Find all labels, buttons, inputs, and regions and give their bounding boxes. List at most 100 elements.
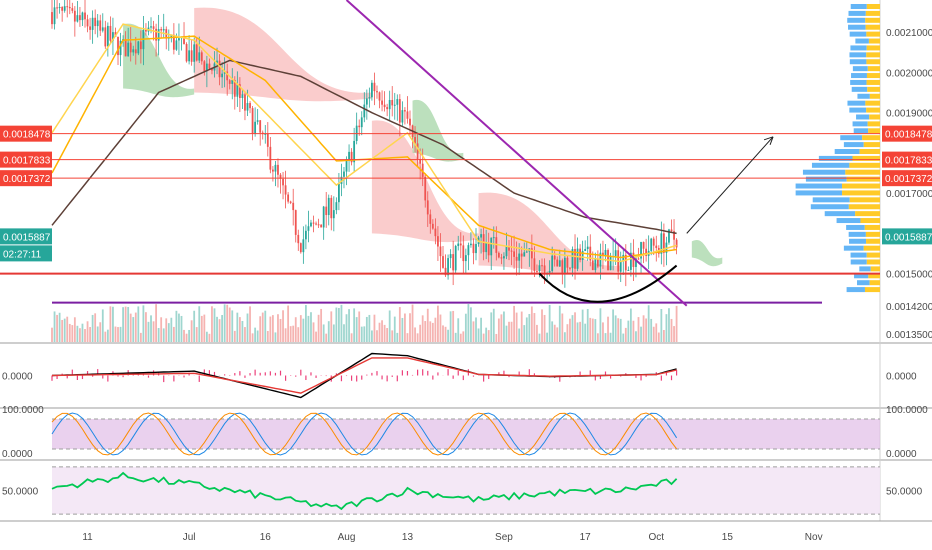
- volume-bar-180: [508, 321, 510, 342]
- volume-bar-36: [142, 305, 145, 342]
- volume-profile-buy-14: [847, 100, 866, 106]
- volume-bar-214: [594, 319, 597, 342]
- candle-body: [584, 249, 587, 252]
- macd-tick-0: 0.0000: [886, 372, 917, 383]
- candle-body: [343, 171, 345, 177]
- candle-87: [271, 166, 274, 182]
- volume-bar-232: [640, 326, 642, 342]
- candle-118: [350, 148, 353, 166]
- volume-bar-33: [134, 312, 137, 342]
- candle-body: [274, 164, 277, 172]
- volume-bar-92: [284, 328, 287, 342]
- candle-body: [139, 41, 142, 50]
- candle-body: [645, 248, 648, 256]
- candle-body: [515, 256, 518, 261]
- candle-body: [503, 256, 505, 259]
- candle-body: [282, 178, 284, 186]
- candle-244: [670, 219, 673, 233]
- candle-body: [271, 169, 274, 172]
- candle-170: [482, 226, 485, 261]
- candle-32: [132, 45, 135, 56]
- candle-115: [343, 166, 345, 189]
- candle-body: [304, 230, 307, 240]
- candle-body: [523, 252, 526, 257]
- volume-profile-buy-30: [824, 211, 856, 217]
- volume-bar-62: [208, 333, 211, 342]
- volume-bar-107: [322, 324, 325, 342]
- volume-bar-198: [553, 324, 556, 342]
- price-tick-0: 0.0021000: [886, 28, 932, 39]
- candle-211: [586, 235, 589, 261]
- volume-bar-193: [541, 309, 543, 342]
- volume-bar-106: [320, 308, 323, 342]
- volume-bar-84: [264, 310, 267, 342]
- candle-141: [409, 110, 411, 136]
- rsi-tick-left: 50.0000: [2, 487, 39, 498]
- candle-191: [536, 264, 538, 273]
- volume-bar-76: [244, 327, 246, 342]
- candle-13: [84, 0, 86, 28]
- volume-bar-55: [190, 320, 193, 342]
- volume-bar-27: [119, 326, 122, 342]
- candle-0: [51, 0, 53, 29]
- candle-20: [101, 13, 104, 33]
- volume-bar-140: [406, 333, 409, 342]
- volume-bar-138: [401, 317, 404, 342]
- volume-bar-229: [632, 320, 635, 342]
- candle-138: [401, 101, 404, 127]
- candle-body: [472, 243, 475, 254]
- candle-body: [551, 255, 554, 271]
- candle-218: [604, 243, 607, 262]
- volume-bar-23: [109, 306, 112, 342]
- candle-body: [99, 20, 102, 31]
- volume-profile-sell-15: [866, 107, 880, 113]
- candle-54: [188, 35, 191, 65]
- volume-profile-buy-3: [848, 24, 866, 30]
- volume-profile-buy-28: [812, 197, 850, 203]
- volume-bar-43: [160, 317, 163, 342]
- candle-body: [492, 237, 495, 239]
- volume-bar-37: [145, 312, 147, 342]
- volume-bar-221: [612, 309, 615, 342]
- volume-bar-160: [457, 318, 460, 342]
- candle-body: [254, 121, 257, 134]
- volume-bar-175: [495, 333, 498, 342]
- volume-bar-66: [218, 319, 221, 342]
- volume-bar-97: [297, 327, 300, 342]
- volume-bar-141: [409, 313, 411, 342]
- volume-bar-166: [472, 321, 475, 342]
- volume-profile-sell-14: [865, 100, 880, 106]
- volume-bar-40: [152, 321, 155, 342]
- candle-body: [63, 6, 66, 11]
- price-tick-6: 0.0013500: [886, 330, 932, 341]
- volume-bar-131: [383, 324, 386, 342]
- candle-body: [561, 260, 564, 273]
- candle-body: [467, 245, 470, 256]
- candle-33: [134, 36, 137, 65]
- candle-30: [127, 27, 130, 57]
- candle-11: [79, 6, 81, 27]
- volume-bar-34: [137, 306, 140, 342]
- candle-238: [655, 235, 658, 262]
- candle-48: [172, 23, 175, 55]
- volume-bar-243: [668, 308, 670, 342]
- candle-body: [543, 265, 546, 275]
- candle-91: [282, 172, 284, 200]
- volume-profile-buy-21: [834, 149, 860, 154]
- volume-profile-buy-6: [850, 45, 867, 51]
- volume-bar-112: [335, 307, 338, 342]
- volume-profile-buy-16: [856, 114, 870, 120]
- candle-197: [551, 246, 554, 274]
- candle-body: [269, 146, 272, 170]
- volume-bar-168: [477, 328, 480, 342]
- candle-body: [470, 243, 472, 246]
- candle-body: [675, 239, 678, 248]
- candle-body: [650, 238, 653, 251]
- candle-104: [315, 221, 317, 226]
- candle-body: [218, 60, 221, 78]
- volume-bar-50: [178, 313, 180, 342]
- current-price-label-right: 0.0015887: [885, 232, 932, 243]
- candle-200: [558, 249, 561, 267]
